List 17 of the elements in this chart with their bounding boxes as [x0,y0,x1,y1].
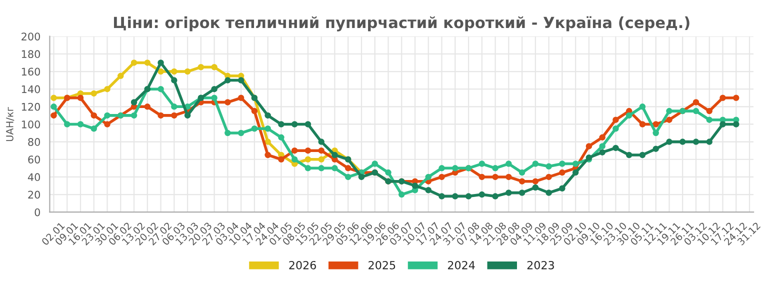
y-tick-label: 100 [22,120,40,128]
legend-label: 2025 [368,260,396,270]
y-tick-label: 160 [22,68,40,76]
y-axis-title: UAH/кг [6,107,14,142]
legend-label: 2024 [448,260,475,270]
y-tick-label: 20 [28,190,40,199]
y-tick-label: 200 [22,32,40,40]
y-tick-label: 60 [28,156,40,164]
y-tick-label: 80 [28,138,40,146]
y-tick-label: 120 [22,102,40,111]
y-tick-label: 0 [34,208,40,216]
chart-title: Ціни: огірок тепличний пупирчастий короткий - Україна (серед.) [114,16,690,32]
y-tick-label: 180 [22,50,40,58]
y-tick-label: 40 [28,173,40,182]
y-tick-label: 140 [22,85,40,94]
legend-label: 2026 [289,260,316,270]
legend-label: 2023 [527,260,554,270]
